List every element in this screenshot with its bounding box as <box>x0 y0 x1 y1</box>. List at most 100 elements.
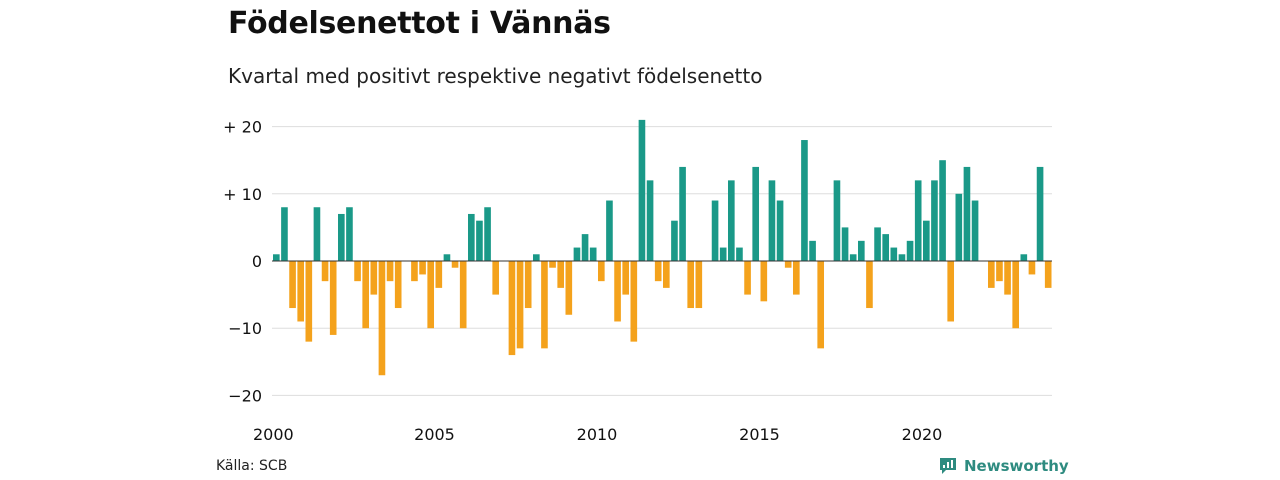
bar <box>801 140 808 261</box>
bar <box>573 247 581 261</box>
bar <box>849 254 857 261</box>
chart-title: Födelsenettot i Vännäs <box>228 6 611 41</box>
bar <box>589 247 597 261</box>
bar <box>768 180 776 261</box>
bar <box>549 261 556 268</box>
bar <box>622 261 630 295</box>
bar <box>565 261 573 315</box>
bar <box>598 261 605 282</box>
bar <box>988 261 995 288</box>
bar <box>313 207 321 261</box>
bar <box>419 261 426 275</box>
bar <box>793 261 800 295</box>
bar <box>606 200 613 261</box>
bar <box>1004 261 1011 295</box>
brand-name: Newsworthy <box>964 457 1069 475</box>
bar <box>817 261 825 349</box>
bar <box>882 234 890 261</box>
bar <box>386 261 394 282</box>
bar <box>833 180 841 261</box>
bar <box>784 261 792 268</box>
bar <box>898 254 906 261</box>
bar <box>289 261 296 309</box>
bar <box>841 227 849 261</box>
bar <box>476 220 483 261</box>
bar <box>370 261 378 295</box>
bar <box>719 247 727 261</box>
bar <box>947 261 955 322</box>
bar <box>1036 166 1044 261</box>
x-tick-label: 2015 <box>739 425 780 444</box>
y-tick-label: −10 <box>228 319 262 338</box>
bar <box>736 247 743 261</box>
bar <box>329 261 337 335</box>
bar <box>305 261 313 342</box>
bar <box>890 247 898 261</box>
bar <box>906 240 914 261</box>
bar <box>1044 261 1052 288</box>
y-tick-label: + 10 <box>223 185 262 204</box>
bar <box>427 261 435 329</box>
bar <box>728 180 735 261</box>
bar <box>744 261 751 295</box>
bar <box>508 261 516 356</box>
bar <box>354 261 361 282</box>
bar <box>281 207 288 261</box>
bar <box>459 261 467 329</box>
bar <box>874 227 881 261</box>
bar <box>346 207 353 261</box>
bar <box>492 261 500 295</box>
bar <box>971 200 979 261</box>
bar <box>297 261 305 322</box>
bar <box>1028 261 1036 275</box>
bar <box>541 261 548 349</box>
bar <box>468 213 475 261</box>
bar <box>776 200 784 261</box>
bar <box>914 180 922 261</box>
y-tick-label: −20 <box>228 386 262 405</box>
bar <box>760 261 768 302</box>
bar <box>923 220 930 261</box>
bar <box>443 254 451 261</box>
bar <box>858 240 865 261</box>
bar <box>866 261 873 309</box>
bar <box>1012 261 1020 329</box>
bar <box>516 261 524 349</box>
bar <box>581 234 589 261</box>
bar <box>273 254 280 261</box>
bar <box>451 261 459 268</box>
x-tick-label: 2020 <box>902 425 943 444</box>
bar <box>484 207 491 261</box>
bar <box>663 261 670 288</box>
x-tick-label: 2005 <box>414 425 455 444</box>
bar <box>394 261 402 309</box>
y-tick-label: + 20 <box>223 118 262 137</box>
bar <box>654 261 662 282</box>
bar <box>1020 254 1028 261</box>
bar <box>411 261 418 282</box>
bar <box>524 261 532 309</box>
bar <box>671 220 678 261</box>
bar <box>695 261 703 309</box>
bar <box>963 166 971 261</box>
bar <box>809 240 816 261</box>
x-tick-label: 2000 <box>253 425 294 444</box>
newsworthy-logo-icon <box>940 458 956 474</box>
bar <box>321 261 329 282</box>
bar <box>557 261 565 288</box>
chart-subtitle: Kvartal med positivt respektive negativt… <box>228 64 763 88</box>
bar <box>378 261 386 376</box>
bar <box>939 160 946 261</box>
bar <box>435 261 443 288</box>
bar <box>362 261 370 329</box>
brand-logo: Newsworthy <box>938 456 1069 476</box>
source-label: Källa: SCB <box>216 458 288 474</box>
bar <box>711 200 719 261</box>
bar <box>687 261 695 309</box>
y-tick-label: 0 <box>252 252 262 271</box>
bar <box>338 213 345 261</box>
bar <box>679 166 686 261</box>
bar <box>955 193 963 261</box>
bar <box>638 119 646 261</box>
